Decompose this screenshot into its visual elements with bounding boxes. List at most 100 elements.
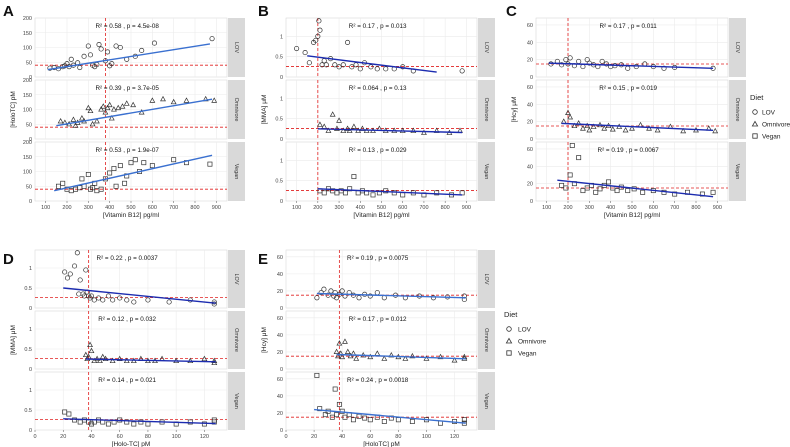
x-tick-label: 800 — [691, 205, 700, 211]
data-point — [317, 406, 323, 412]
y-tick-label: 40 — [277, 333, 283, 339]
facet-strip — [228, 142, 245, 201]
data-point — [576, 155, 582, 161]
data-point — [95, 295, 102, 301]
data-point — [87, 341, 93, 348]
data-point — [388, 352, 395, 358]
data-point — [57, 117, 64, 124]
stats-annotation: R² = 0.22 , p = 0.0037 — [97, 255, 159, 262]
x-tick-label: 500 — [627, 205, 636, 211]
data-point — [321, 286, 327, 292]
data-point — [117, 163, 123, 169]
data-point — [323, 62, 329, 68]
data-point — [350, 123, 357, 129]
y-tick-label: 0 — [280, 306, 283, 312]
data-point — [60, 180, 66, 186]
data-point — [116, 355, 123, 362]
y-tick-label: 0 — [29, 428, 32, 434]
data-point — [433, 127, 440, 133]
regression-line — [56, 98, 213, 127]
data-point — [567, 55, 573, 61]
y-tick-label: 1 — [280, 158, 283, 164]
y-tick-label: 0 — [29, 199, 32, 205]
x-tick-label: 20 — [311, 434, 317, 440]
y-tick-label: 20 — [527, 58, 533, 64]
x-tick-label: 80 — [395, 434, 401, 440]
y-tick-label: 20 — [277, 350, 283, 356]
data-point — [170, 98, 177, 105]
stats-annotation: R² = 0.24 , p = 0.0018 — [347, 377, 409, 384]
y-tick-label: 0.5 — [24, 286, 32, 292]
x-axis-label: [Holo-TC] pM — [112, 441, 151, 447]
data-point — [85, 172, 91, 177]
data-point — [79, 176, 85, 182]
y-tick-label: 0 — [29, 306, 32, 312]
y-tick-label: 1 — [280, 34, 283, 40]
y-axis-label: [HoloTC] pM — [10, 91, 17, 127]
data-point — [609, 126, 616, 132]
data-point — [423, 355, 430, 361]
data-point — [334, 295, 340, 301]
panel-label: C — [506, 3, 517, 20]
facet-strip-label: Omnivore — [734, 98, 740, 122]
data-point — [461, 417, 467, 423]
regression-line — [314, 408, 466, 424]
data-point — [91, 297, 97, 303]
regression-line — [317, 128, 463, 134]
facet-strip-label: Omnivore — [483, 328, 489, 352]
data-point — [329, 414, 335, 420]
data-point — [70, 116, 77, 122]
y-tick-label: 40 — [527, 40, 533, 46]
data-point — [149, 97, 156, 103]
data-point — [586, 60, 592, 66]
stats-annotation: R² = 0.17 , p = 0.012 — [349, 316, 407, 323]
stats-annotation: R² = 0.17 , p = 0.013 — [349, 23, 407, 30]
data-point — [563, 185, 569, 191]
data-point — [434, 190, 440, 196]
data-point — [302, 50, 308, 56]
facet-background — [285, 371, 478, 431]
data-point — [336, 340, 343, 346]
y-tick-label: 0 — [530, 75, 533, 81]
data-point — [606, 179, 611, 185]
data-point — [548, 61, 554, 67]
y-tick-label: 150 — [23, 93, 32, 99]
facet-strip — [478, 372, 495, 430]
regression-line — [548, 62, 714, 70]
data-point — [72, 122, 79, 128]
facet-vegan: 0 20 40 60 R² = 0.19 , p = 0.0067 Vegan — [527, 141, 746, 205]
data-point — [211, 359, 218, 366]
y-tick-label: 50 — [26, 122, 32, 128]
x-tick-label: 800 — [190, 205, 199, 211]
regression-line — [557, 179, 714, 198]
panel-label: B — [258, 3, 269, 20]
data-point — [567, 113, 574, 120]
x-tick-label: 40 — [88, 434, 94, 440]
panel-d: D 0 0.5 1 R² = 0.22 , p = 0.0037 LOV 0 0.5 1 R² =… — [3, 249, 245, 447]
facet-vegan: 0 0.5 1 R² = 0.13 , p = 0.029 Vegan — [275, 141, 495, 205]
x-tick-label: 200 — [313, 205, 322, 211]
x-tick-label: 100 — [292, 205, 301, 211]
y-tick-label: 0 — [280, 137, 283, 143]
data-point — [98, 106, 105, 112]
data-point — [342, 414, 348, 420]
data-point — [344, 39, 351, 45]
y-tick-label: 200 — [23, 140, 32, 146]
data-point — [113, 183, 119, 189]
data-point — [160, 95, 166, 102]
data-point — [571, 122, 578, 129]
y-tick-label: 60 — [277, 377, 283, 383]
facet-strip-label: Omnivore — [233, 328, 239, 352]
data-point — [584, 185, 590, 191]
x-axis-label: [HoloTC] pM — [363, 441, 399, 447]
data-point — [98, 186, 104, 192]
data-point — [74, 250, 80, 256]
data-point — [367, 417, 373, 423]
stats-annotation: R² = 0.19 , p = 0.0075 — [347, 255, 409, 262]
y-tick-label: 100 — [23, 170, 32, 176]
facet-strip — [228, 18, 245, 77]
y-tick-label: 20 — [527, 120, 533, 126]
legend-key-omnivore-icon — [505, 337, 513, 344]
data-point — [339, 288, 345, 294]
